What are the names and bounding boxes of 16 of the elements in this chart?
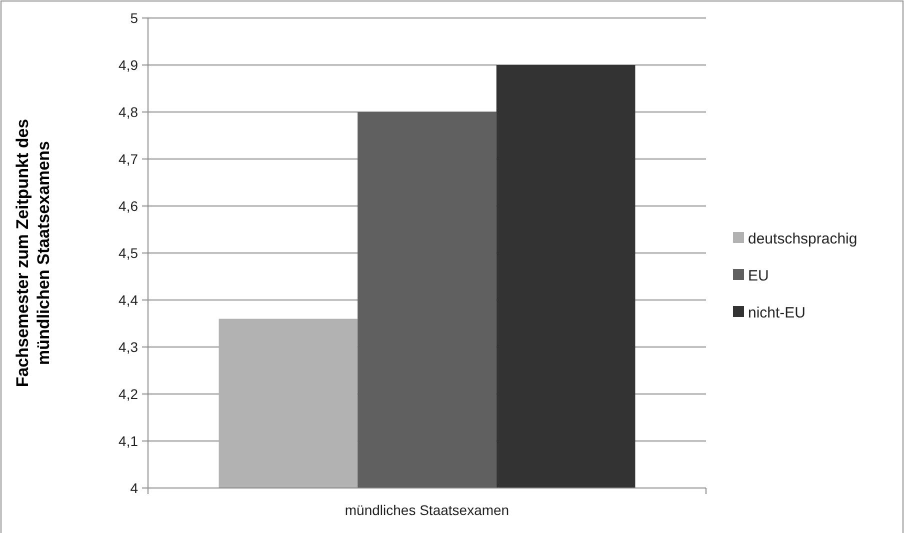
- y-axis-title: Fachsemester zum Zeitpunkt des mündlichen Staatsexamens: [13, 118, 53, 388]
- y-tick-label: 4: [130, 480, 138, 496]
- y-tick-label: 4,3: [118, 338, 138, 355]
- y-tick-label: 4,6: [118, 198, 138, 214]
- y-tick-label: 4,2: [118, 386, 138, 402]
- legend-label: deutschsprachig: [748, 230, 858, 248]
- legend-label: nicht-EU: [748, 304, 806, 322]
- y-tick-label: 4,4: [118, 292, 138, 308]
- y-tick-label: 4,1: [118, 432, 138, 449]
- y-tick-label: 4,9: [118, 56, 138, 73]
- x-tick-label: mündliches Staatsexamen: [344, 502, 510, 518]
- y-tick-label: 4,8: [118, 104, 138, 120]
- legend-label: EU: [748, 267, 769, 284]
- y-tick-label: 4,7: [118, 150, 138, 167]
- y-tick-label: 4,5: [118, 244, 138, 261]
- y-tick-label: 5: [130, 10, 138, 26]
